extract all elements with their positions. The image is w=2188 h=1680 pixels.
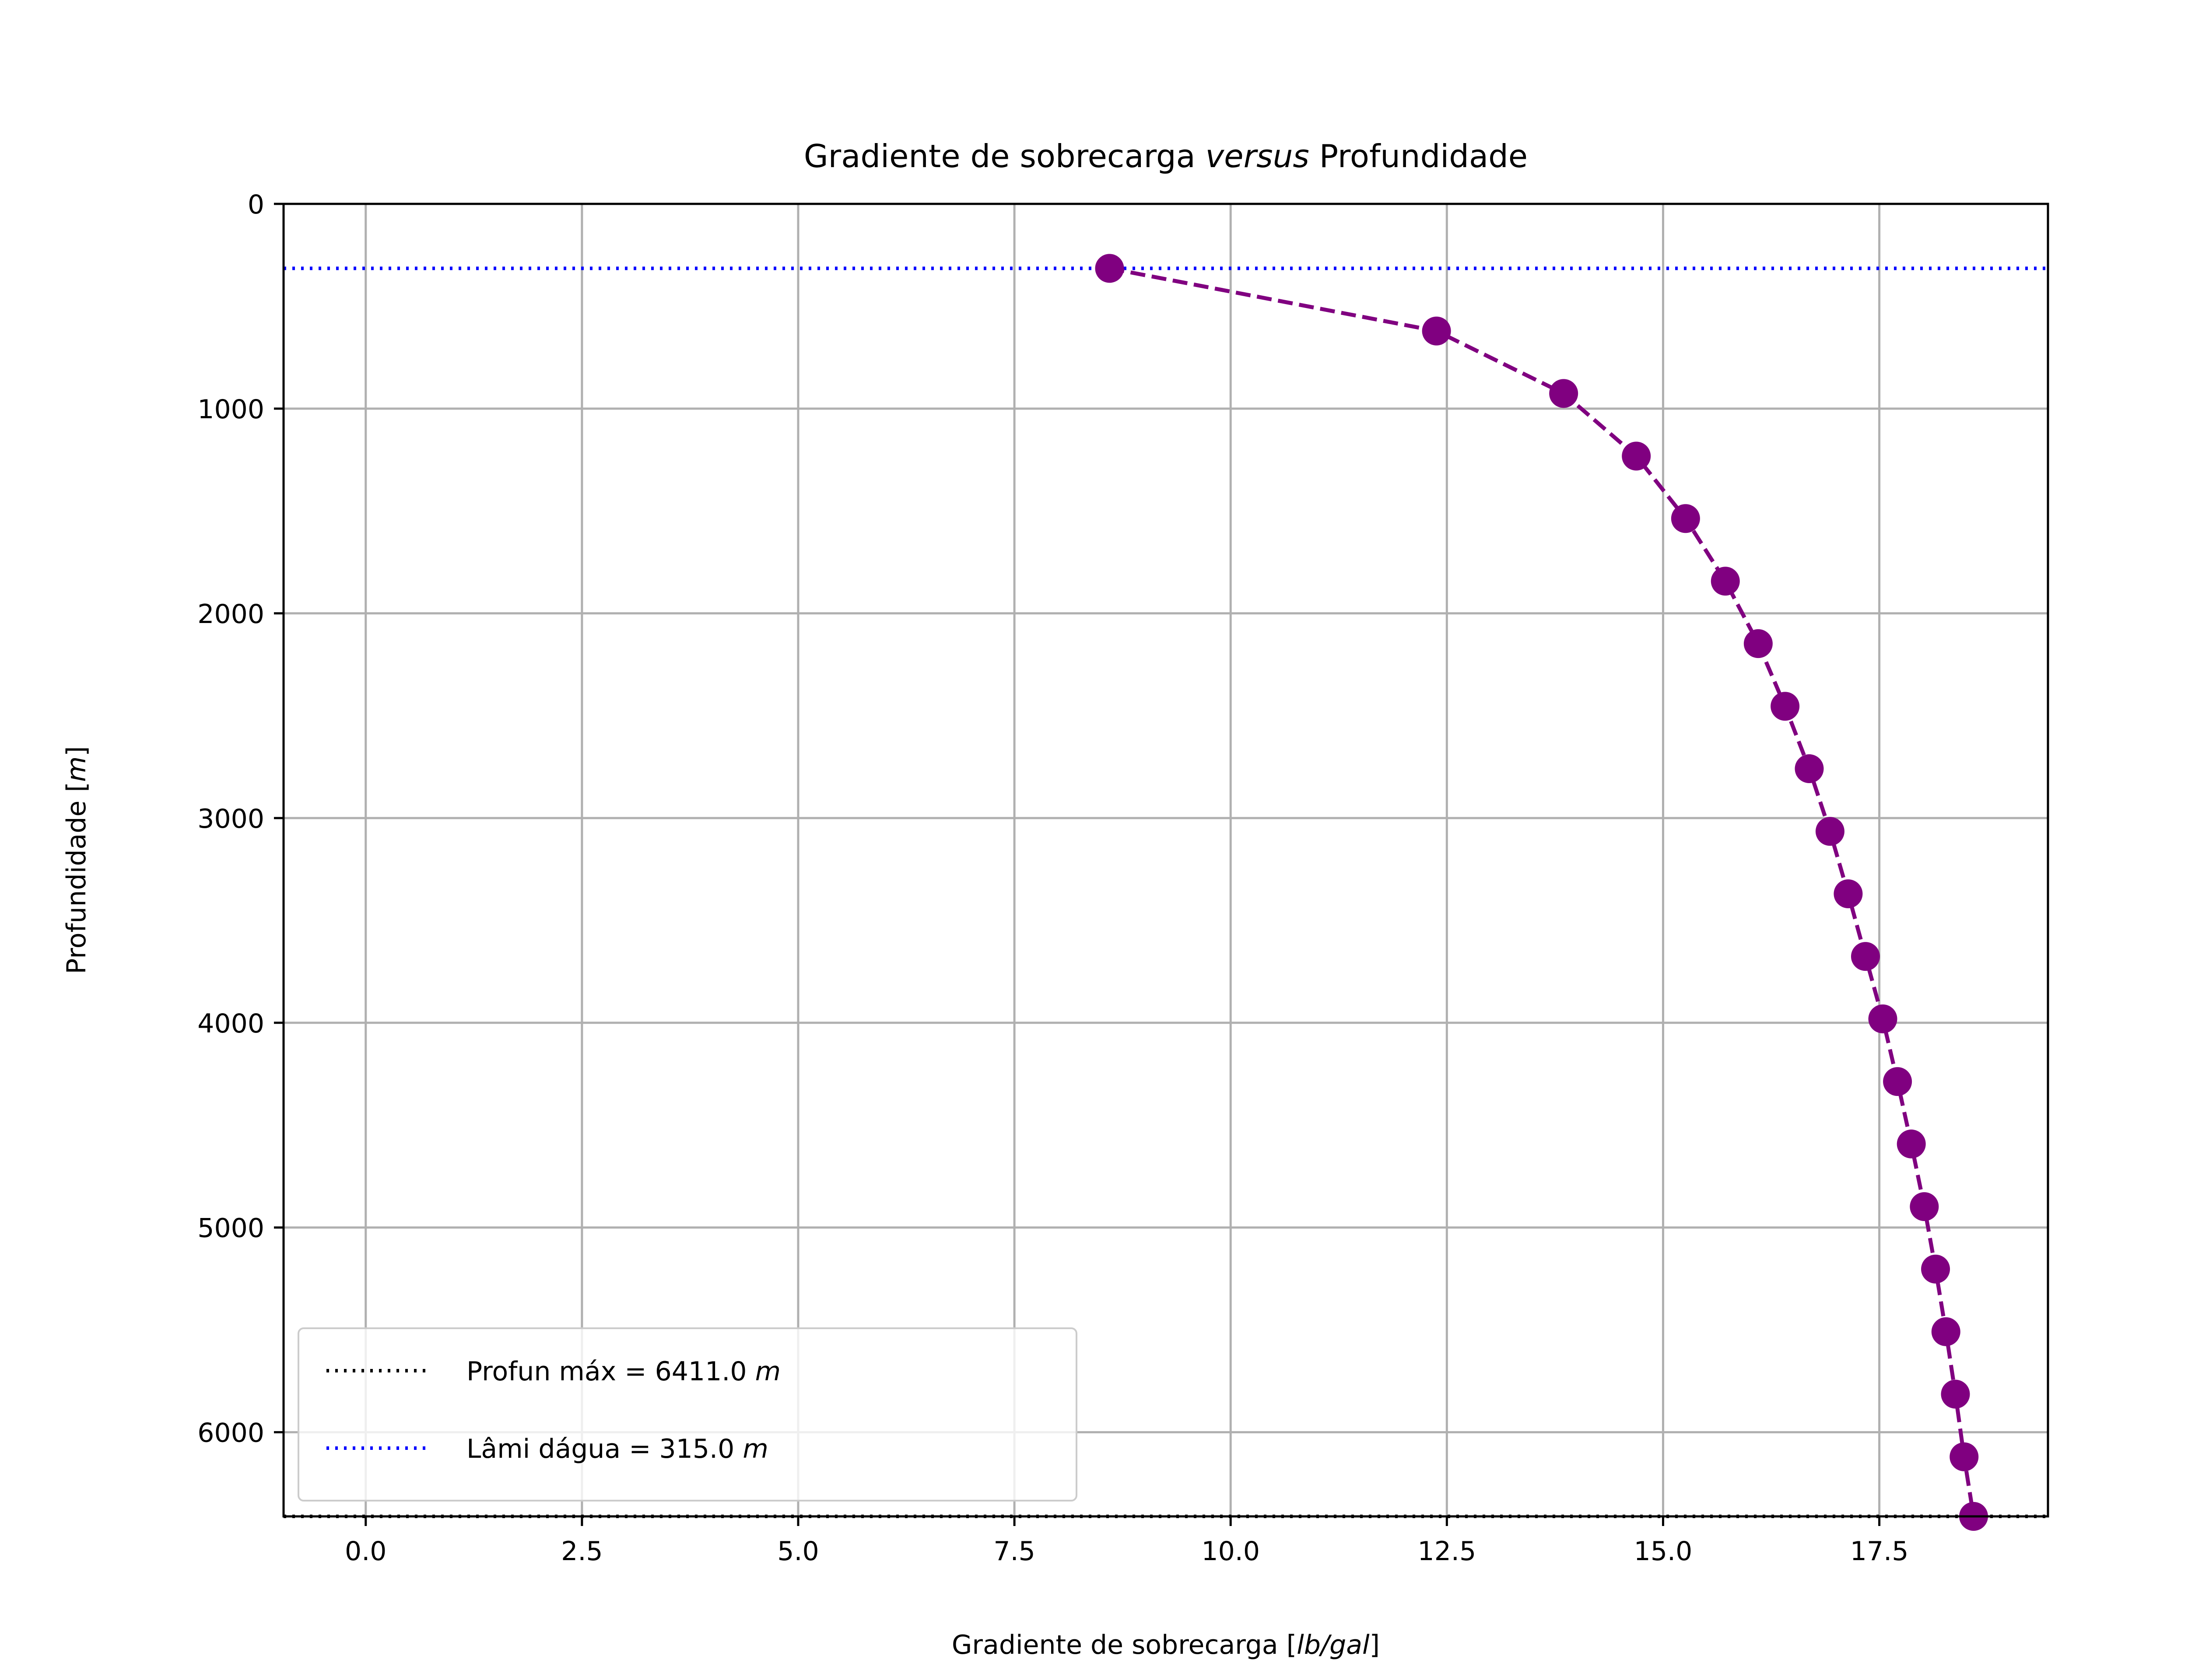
x-tick-label: 0.0 (345, 1536, 386, 1567)
data-point (1771, 692, 1800, 721)
y-tick-label: 5000 (197, 1213, 264, 1244)
data-point (1422, 316, 1451, 346)
data-point (1931, 1317, 1960, 1346)
data-point (1910, 1192, 1939, 1221)
x-axis-label: Gradiente de sobrecarga [lb/gal] (952, 1630, 1380, 1660)
y-tick-label: 3000 (197, 804, 264, 834)
y-tick-label: 2000 (197, 599, 264, 630)
data-point (1950, 1442, 1979, 1471)
x-tick-label: 10.0 (1201, 1536, 1260, 1567)
data-point (1795, 754, 1824, 784)
data-point (1622, 441, 1651, 471)
data-point (1851, 942, 1880, 971)
legend-label-water-depth: Lâmi dágua = 315.0 m (466, 1434, 768, 1464)
x-tick-label: 15.0 (1634, 1536, 1693, 1567)
plot-frame (282, 203, 2049, 1518)
data-point (1711, 567, 1740, 596)
axis-ticks: 0.0 2.5 5.0 7.5 10.0 12.5 15.0 17.5 0 1000 2000 300… (197, 189, 1908, 1567)
chart-title: Gradiente de sobrecarga versus Profundid… (804, 138, 1528, 175)
data-point (1834, 879, 1863, 908)
x-tick-label: 5.0 (777, 1536, 819, 1567)
x-tick-label: 12.5 (1418, 1536, 1476, 1567)
data-point (1868, 1004, 1897, 1033)
data-point (1897, 1129, 1926, 1158)
x-tick-label: 2.5 (561, 1536, 603, 1567)
data-point (1671, 504, 1700, 533)
x-tick-label: 17.5 (1850, 1536, 1909, 1567)
data-point (1921, 1254, 1950, 1284)
legend-box (298, 1327, 1077, 1502)
data-point (1815, 817, 1844, 846)
data-point (1549, 379, 1578, 408)
data-point (1883, 1067, 1912, 1096)
data-point (1095, 254, 1124, 283)
y-axis-label: Profundidade [m] (61, 746, 92, 974)
legend-label-max-depth: Profun máx = 6411.0 m (466, 1356, 781, 1387)
data-point (1743, 629, 1773, 658)
y-tick-label: 0 (248, 189, 264, 220)
x-tick-label: 7.5 (993, 1536, 1035, 1567)
legend: Profun máx = 6411.0 m Lâmi dágua = 315.0… (298, 1327, 1077, 1502)
series-layer (1095, 254, 1988, 1531)
data-point (1941, 1379, 1970, 1409)
y-tick-label: 1000 (197, 394, 264, 425)
y-tick-label: 6000 (197, 1418, 264, 1449)
y-tick-label: 4000 (197, 1008, 264, 1039)
